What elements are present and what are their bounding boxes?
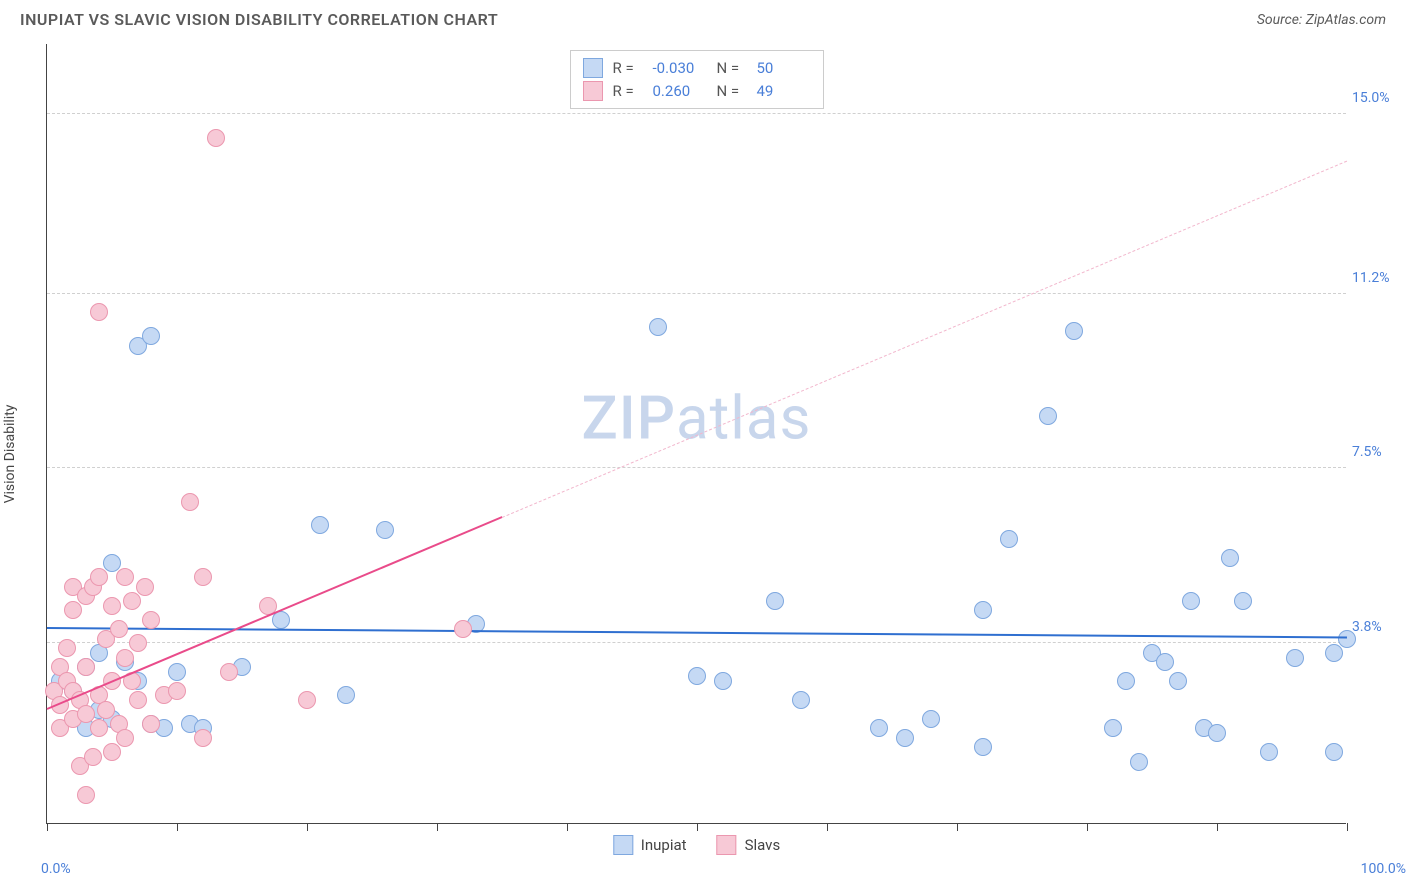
data-point [792,691,810,709]
legend-row-slavs: R = 0.260 N = 49 [583,80,811,103]
y-tick-label: 15.0% [1352,90,1404,106]
data-point [649,318,667,336]
data-point [116,649,134,667]
y-tick-label: 7.5% [1352,444,1404,460]
scatter-chart: ZIPatlas R = -0.030 N = 50 R = 0.260 N =… [46,44,1346,824]
data-point [1039,407,1057,425]
data-point [136,578,154,596]
data-point [77,786,95,804]
data-point [168,663,186,681]
x-tick [1347,823,1348,831]
data-point [77,658,95,676]
data-point [1234,592,1252,610]
data-point [1338,630,1356,648]
data-point [1130,753,1148,771]
trend-line [47,627,1347,638]
y-tick-label: 3.8% [1352,619,1404,635]
data-point [1325,644,1343,662]
data-point [974,738,992,756]
data-point [337,686,355,704]
data-point [142,715,160,733]
x-tick [307,823,308,831]
data-point [870,719,888,737]
x-tick [827,823,828,831]
data-point [974,601,992,619]
data-point [714,672,732,690]
data-point [454,620,472,638]
swatch-inupiat [583,58,603,78]
trend-line [502,160,1347,517]
chart-title: INUPIAT VS SLAVIC VISION DISABILITY CORR… [20,10,498,29]
data-point [311,516,329,534]
data-point [207,129,225,147]
data-point [1117,672,1135,690]
watermark: ZIPatlas [582,382,812,453]
gridline [47,113,1346,114]
data-point [103,597,121,615]
data-point [110,620,128,638]
legend-row-inupiat: R = -0.030 N = 50 [583,57,811,80]
data-point [1325,743,1343,761]
data-point [1182,592,1200,610]
x-axis-max-label: 100.0% [1361,861,1406,877]
x-tick [1217,823,1218,831]
x-tick [957,823,958,831]
data-point [181,493,199,511]
data-point [142,611,160,629]
data-point [90,568,108,586]
correlation-legend: R = -0.030 N = 50 R = 0.260 N = 49 [570,50,824,109]
data-point [90,303,108,321]
data-point [298,691,316,709]
x-tick [177,823,178,831]
data-point [1065,322,1083,340]
data-point [129,691,147,709]
gridline [47,293,1346,294]
data-point [1104,719,1122,737]
data-point [64,601,82,619]
data-point [376,521,394,539]
x-tick [697,823,698,831]
x-tick [437,823,438,831]
data-point [84,748,102,766]
data-point [116,729,134,747]
data-point [688,667,706,685]
data-point [1156,653,1174,671]
data-point [1286,649,1304,667]
data-point [168,682,186,700]
x-tick [567,823,568,831]
x-tick [47,823,48,831]
swatch-slavs [583,81,603,101]
data-point [1208,724,1226,742]
y-axis-label: Vision Disability [2,405,18,504]
swatch-inupiat [613,835,633,855]
data-point [90,719,108,737]
data-point [1221,549,1239,567]
data-point [142,327,160,345]
swatch-slavs [717,835,737,855]
data-point [129,634,147,652]
source-label: Source: ZipAtlas.com [1257,12,1386,28]
data-point [896,729,914,747]
legend-item-slavs: Slavs [717,835,781,855]
data-point [1000,530,1018,548]
data-point [194,729,212,747]
data-point [220,663,238,681]
data-point [116,568,134,586]
gridline [47,467,1346,468]
data-point [194,568,212,586]
data-point [922,710,940,728]
legend-item-inupiat: Inupiat [613,835,687,855]
data-point [1260,743,1278,761]
data-point [123,592,141,610]
y-tick-label: 11.2% [1352,270,1404,286]
x-axis-min-label: 0.0% [41,861,71,877]
series-legend: Inupiat Slavs [613,835,780,855]
data-point [766,592,784,610]
data-point [1169,672,1187,690]
x-tick [1087,823,1088,831]
data-point [103,743,121,761]
data-point [58,639,76,657]
